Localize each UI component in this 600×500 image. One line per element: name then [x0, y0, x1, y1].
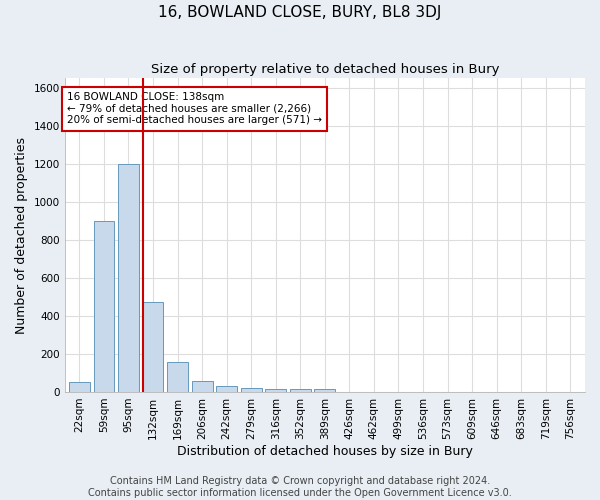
Text: 16 BOWLAND CLOSE: 138sqm
← 79% of detached houses are smaller (2,266)
20% of sem: 16 BOWLAND CLOSE: 138sqm ← 79% of detach…: [67, 92, 322, 126]
Bar: [143, 302, 163, 392]
X-axis label: Distribution of detached houses by size in Bury: Distribution of detached houses by size …: [177, 444, 473, 458]
Bar: [118, 164, 139, 392]
Bar: [265, 389, 286, 392]
Text: Contains HM Land Registry data © Crown copyright and database right 2024.
Contai: Contains HM Land Registry data © Crown c…: [88, 476, 512, 498]
Bar: [290, 389, 311, 392]
Bar: [191, 382, 212, 392]
Bar: [314, 389, 335, 392]
Bar: [241, 388, 262, 392]
Bar: [167, 362, 188, 392]
Bar: [94, 220, 115, 392]
Bar: [69, 382, 90, 392]
Y-axis label: Number of detached properties: Number of detached properties: [15, 136, 28, 334]
Bar: [216, 386, 237, 392]
Title: Size of property relative to detached houses in Bury: Size of property relative to detached ho…: [151, 62, 499, 76]
Text: 16, BOWLAND CLOSE, BURY, BL8 3DJ: 16, BOWLAND CLOSE, BURY, BL8 3DJ: [158, 5, 442, 20]
